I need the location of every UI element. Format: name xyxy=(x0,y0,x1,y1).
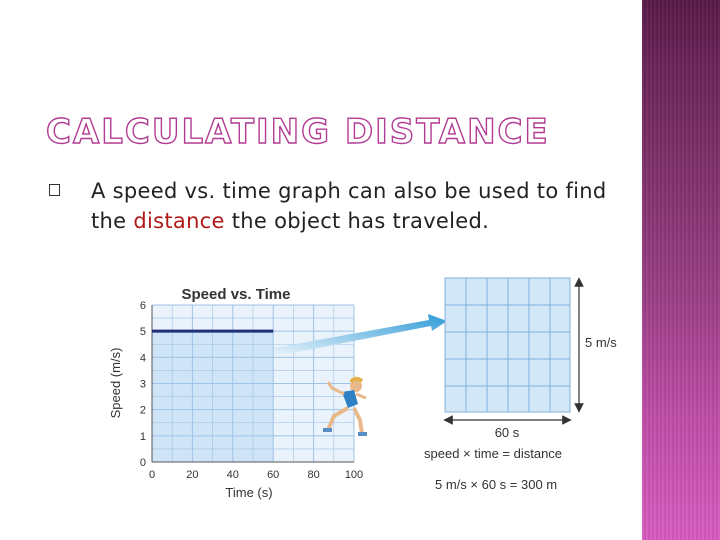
y-tick-label: 1 xyxy=(140,431,146,443)
y-tick-label: 0 xyxy=(140,457,146,469)
bullet-text-end: the object has traveled. xyxy=(231,209,490,233)
slide-title: CALCULATING DISTANCE xyxy=(45,111,550,152)
width-label: 60 s xyxy=(495,425,520,440)
x-tick-label: 0 xyxy=(149,469,155,481)
chart-grid xyxy=(151,304,355,463)
height-label: 5 m/s xyxy=(585,335,617,350)
x-tick-label: 40 xyxy=(227,469,239,481)
x-tick-label: 60 xyxy=(267,469,279,481)
y-tick-label: 4 xyxy=(140,352,146,364)
bullet-text-start: A speed vs. time graph can also be used … xyxy=(91,179,607,233)
y-tick-label: 6 xyxy=(140,300,146,312)
y-tick-label: 3 xyxy=(140,379,146,391)
highlight-word: distance xyxy=(133,209,225,233)
bullet-square-icon xyxy=(49,184,60,196)
speed-time-chart: 0 1 2 3 4 5 6 0 20 40 60 80 100 Speed vs. Time Time… xyxy=(108,286,363,500)
runner-illustration xyxy=(323,376,367,436)
x-tick-label: 80 xyxy=(307,469,319,481)
figure-svg: 0 1 2 3 4 5 6 0 20 40 60 80 100 Speed vs. Time Time… xyxy=(108,277,617,500)
chart-title: Speed vs. Time xyxy=(182,286,291,303)
y-axis-label: Speed (m/s) xyxy=(108,348,123,419)
x-tick-labels: 0 20 40 60 80 100 xyxy=(149,469,363,481)
y-tick-label: 5 xyxy=(140,326,146,338)
formula-text: speed × time = distance xyxy=(424,446,562,461)
decorative-side-band xyxy=(642,0,720,540)
calculation-text: 5 m/s × 60 s = 300 m xyxy=(435,477,557,492)
y-tick-label: 2 xyxy=(140,405,146,417)
x-tick-label: 100 xyxy=(345,469,363,481)
bullet-text: A speed vs. time graph can also be used … xyxy=(91,176,636,236)
speed-time-figure: 0 1 2 3 4 5 6 0 20 40 60 80 100 Speed vs. Time Time… xyxy=(104,270,624,502)
blue-arrow-icon xyxy=(274,314,447,356)
x-tick-label: 20 xyxy=(186,469,198,481)
x-axis-label: Time (s) xyxy=(225,485,272,500)
distance-rectangle xyxy=(444,277,571,413)
y-tick-labels: 0 1 2 3 4 5 6 xyxy=(140,300,146,469)
